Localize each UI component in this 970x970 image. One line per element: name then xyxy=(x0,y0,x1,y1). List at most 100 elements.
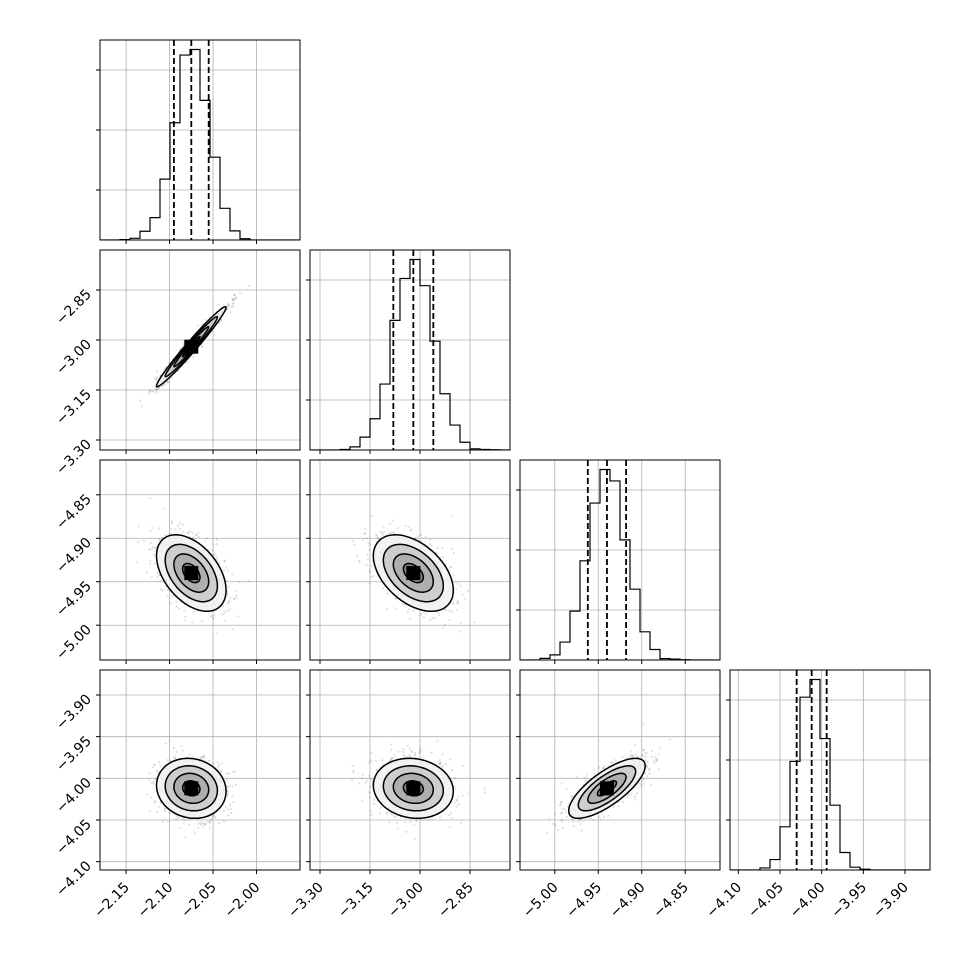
sample-point xyxy=(226,609,229,612)
sample-point xyxy=(156,810,159,813)
sample-point xyxy=(438,762,441,765)
sample-point xyxy=(226,594,229,597)
sample-point xyxy=(234,297,238,300)
sample-point xyxy=(154,546,158,549)
sample-point xyxy=(223,610,226,613)
sample-point xyxy=(450,565,453,569)
sample-point xyxy=(155,376,159,379)
sample-point xyxy=(464,597,467,601)
sample-point xyxy=(151,527,154,530)
sample-point xyxy=(645,766,648,769)
sample-point xyxy=(231,573,234,576)
sample-point xyxy=(136,541,139,544)
sample-point xyxy=(155,391,158,394)
sample-point xyxy=(188,753,191,756)
sample-point xyxy=(413,823,416,827)
sample-point xyxy=(213,816,217,819)
sample-point xyxy=(392,756,395,760)
density-peak xyxy=(406,566,421,581)
sample-point xyxy=(452,601,455,604)
y-tick-label: −4.10 xyxy=(53,858,95,900)
sample-point xyxy=(208,827,211,830)
sample-point xyxy=(402,748,405,751)
sample-point xyxy=(372,575,375,578)
sample-point xyxy=(201,345,204,348)
sample-point xyxy=(364,781,367,784)
sample-point xyxy=(455,798,458,802)
sample-point xyxy=(228,784,231,788)
panel-frame xyxy=(99,669,301,871)
sample-point xyxy=(234,783,238,786)
sample-point xyxy=(219,770,223,773)
sample-point xyxy=(225,779,228,782)
sample-point xyxy=(183,609,186,612)
sample-point xyxy=(202,756,206,759)
y-tick-label: −3.30 xyxy=(53,437,95,479)
sample-point xyxy=(388,532,391,535)
sample-point xyxy=(215,543,218,546)
sample-point xyxy=(408,755,412,758)
sample-point xyxy=(410,750,413,753)
sample-point xyxy=(405,830,408,833)
sample-point xyxy=(458,630,461,633)
sample-point xyxy=(210,615,213,618)
sample-point xyxy=(367,541,370,545)
sample-point xyxy=(396,827,399,830)
sample-point xyxy=(427,819,430,822)
sample-point xyxy=(373,802,376,805)
y-tick-label: −4.95 xyxy=(53,578,95,620)
sample-point xyxy=(168,811,172,814)
histogram-step xyxy=(310,258,510,450)
sample-point xyxy=(448,618,451,621)
contour-line xyxy=(155,305,227,388)
sample-point xyxy=(393,754,397,757)
sample-point xyxy=(150,576,153,579)
sample-point xyxy=(397,750,400,753)
density-peak xyxy=(406,781,421,796)
sample-point xyxy=(188,818,192,821)
sample-point xyxy=(224,566,228,569)
contour-line xyxy=(164,765,219,812)
sample-point xyxy=(443,624,446,627)
sample-point xyxy=(170,527,173,531)
sample-point xyxy=(228,772,231,775)
sample-point xyxy=(422,616,425,619)
sample-point xyxy=(627,794,630,797)
sample-point xyxy=(157,527,160,530)
sample-point xyxy=(452,552,456,555)
sample-point xyxy=(184,615,187,618)
sample-point xyxy=(226,302,230,305)
sample-point xyxy=(224,805,228,808)
sample-point xyxy=(353,543,356,546)
sample-point xyxy=(172,746,176,749)
sample-point xyxy=(193,831,196,834)
sample-point xyxy=(438,761,441,764)
x-tick-label: −2.10 xyxy=(135,880,177,922)
panel-frame xyxy=(309,669,511,871)
sample-point xyxy=(149,559,152,563)
panel-frame xyxy=(519,459,721,661)
sample-point xyxy=(381,533,384,536)
sample-point xyxy=(381,759,384,762)
sample-point xyxy=(607,814,610,818)
sample-point xyxy=(414,755,417,758)
sample-point xyxy=(451,817,454,820)
y-tick-label: −4.00 xyxy=(53,775,95,817)
sample-point xyxy=(234,589,237,592)
sample-point xyxy=(408,753,411,756)
sample-point xyxy=(237,615,240,618)
sample-point xyxy=(394,607,397,611)
sample-point xyxy=(174,755,177,758)
sample-point xyxy=(181,523,185,527)
sample-point xyxy=(154,800,157,804)
sample-point xyxy=(213,553,216,556)
sample-point xyxy=(452,573,455,577)
sample-point xyxy=(410,751,413,754)
sample-point xyxy=(367,790,370,793)
sample-point xyxy=(149,497,152,500)
sample-point xyxy=(162,507,165,510)
sample-point xyxy=(382,526,385,529)
sample-point xyxy=(363,531,367,535)
sample-point xyxy=(205,537,209,540)
sample-point xyxy=(175,818,178,821)
